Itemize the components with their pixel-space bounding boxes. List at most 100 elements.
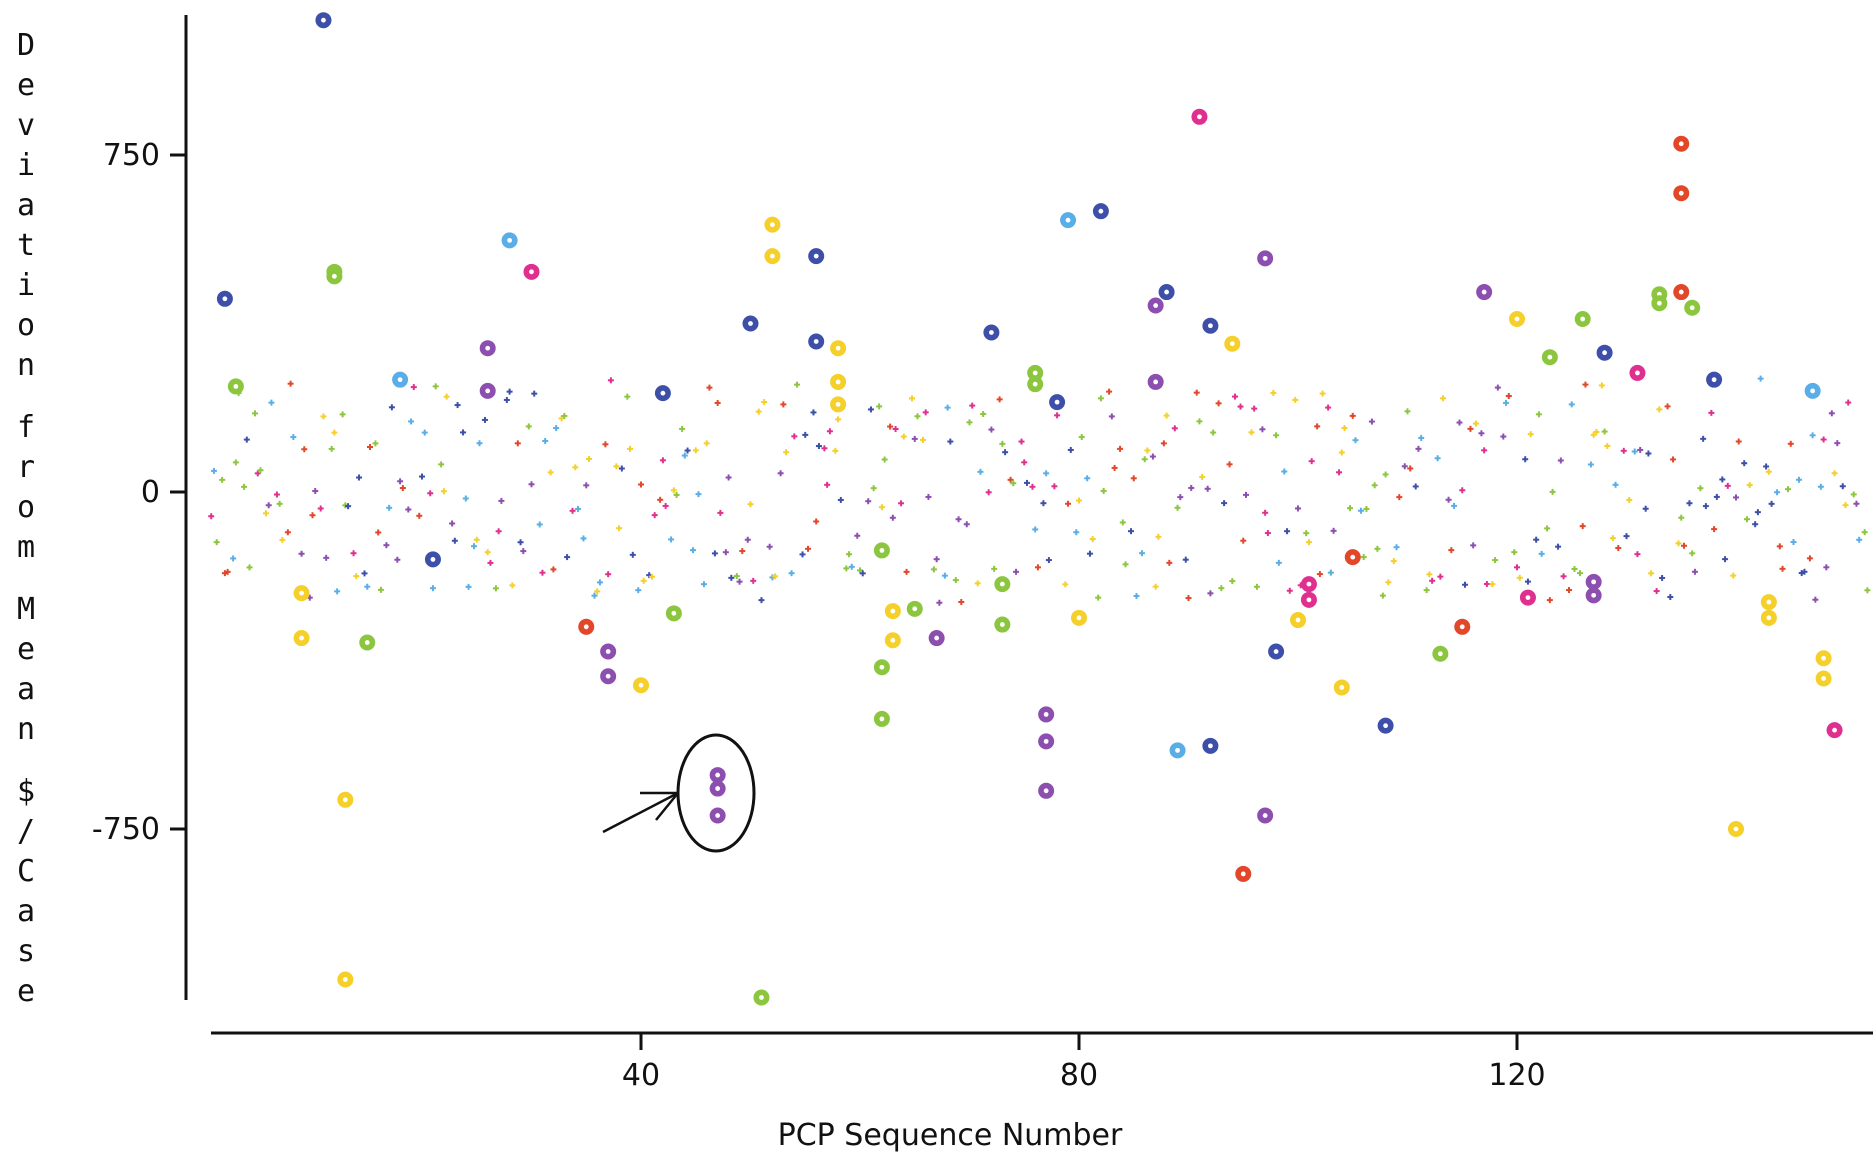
outlier-point-center bbox=[999, 581, 1005, 587]
outlier-point-center bbox=[759, 995, 764, 1000]
y-axis-title-char: t bbox=[17, 228, 35, 263]
outlier-point-center bbox=[934, 635, 940, 641]
y-axis-title-char: v bbox=[17, 108, 35, 143]
outlier-point-center bbox=[485, 345, 491, 351]
outlier-point-center bbox=[233, 384, 239, 389]
outlier-point-center bbox=[583, 624, 589, 630]
y-axis-title-char: f bbox=[17, 410, 35, 445]
outlier-point-center bbox=[660, 390, 666, 396]
outlier-point-center bbox=[715, 786, 721, 791]
outlier-point-center bbox=[1514, 316, 1520, 322]
outlier-point-center bbox=[1678, 289, 1684, 295]
outlier-point-center bbox=[529, 269, 534, 275]
outlier-point-center bbox=[748, 321, 753, 326]
outlier-point-center bbox=[638, 682, 644, 688]
outlier-point-center bbox=[397, 377, 403, 383]
outlier-point-center bbox=[507, 237, 512, 243]
outlier-point-center bbox=[813, 339, 819, 344]
outlier-point-center bbox=[879, 716, 885, 722]
outlier-point-center bbox=[1656, 300, 1662, 306]
y-axis-title-char: i bbox=[17, 268, 35, 303]
outlier-point-center bbox=[770, 222, 775, 228]
outlier-point-center bbox=[299, 635, 304, 641]
outlier-point-center bbox=[342, 977, 348, 982]
outlier-point-center bbox=[1525, 595, 1531, 600]
outlier-point-center bbox=[1043, 738, 1049, 744]
outlier-point-center bbox=[342, 797, 348, 803]
outlier-point-center bbox=[1678, 141, 1684, 147]
outlier-point-center bbox=[1832, 727, 1837, 733]
y-tick-label: 0 bbox=[141, 475, 160, 510]
outlier-point-center bbox=[1766, 615, 1772, 621]
outlier-point-center bbox=[1383, 723, 1388, 729]
y-axis-title-char: o bbox=[17, 308, 35, 343]
outlier-point-center bbox=[813, 253, 819, 259]
outlier-point-center bbox=[430, 557, 436, 562]
outlier-point-center bbox=[1580, 316, 1586, 322]
outlier-point-center bbox=[222, 296, 228, 302]
outlier-point-center bbox=[1810, 388, 1816, 394]
outlier-point-center bbox=[835, 345, 841, 351]
outlier-point-center bbox=[605, 673, 611, 679]
outlier-point-center bbox=[1076, 615, 1082, 621]
y-axis-title-char: D bbox=[17, 28, 35, 63]
outlier-point-center bbox=[1175, 747, 1180, 753]
outlier-point-center bbox=[912, 606, 918, 612]
outlier-point-center bbox=[1054, 399, 1060, 405]
outlier-point-center bbox=[605, 649, 611, 654]
outlier-point-center bbox=[835, 401, 841, 407]
highlight-arrowhead-b bbox=[655, 792, 679, 821]
y-axis-title-char: o bbox=[17, 490, 35, 525]
y-axis-title-char: a bbox=[17, 672, 35, 707]
outlier-point-center bbox=[835, 379, 841, 385]
outlier-point-center bbox=[1043, 712, 1049, 717]
outlier-point-center bbox=[1591, 579, 1597, 585]
outlier-point-center bbox=[321, 17, 326, 23]
outlier-point-center bbox=[1766, 599, 1772, 605]
outlier-point-center bbox=[1678, 190, 1684, 196]
highlight-arrow bbox=[602, 791, 679, 834]
y-axis-title-char: e bbox=[17, 974, 35, 1009]
x-tick-label: 40 bbox=[622, 1058, 660, 1093]
outlier-point-center bbox=[1043, 788, 1049, 794]
small-markers bbox=[208, 375, 1871, 606]
outlier-point-center bbox=[1153, 303, 1159, 308]
y-axis-title-char: a bbox=[17, 894, 35, 929]
outlier-point-center bbox=[715, 813, 721, 818]
outlier-point-center bbox=[1821, 676, 1826, 681]
outlier-point-center bbox=[1273, 649, 1279, 654]
outlier-point-center bbox=[332, 273, 337, 279]
y-axis-title-char: n bbox=[17, 348, 35, 383]
outlier-point-center bbox=[1065, 217, 1071, 223]
outlier-point-center bbox=[1437, 651, 1443, 657]
y-axis-title-char: C bbox=[17, 854, 35, 889]
x-ticks: 40 80 120 bbox=[622, 1033, 1546, 1093]
outlier-point-center bbox=[1164, 289, 1169, 295]
outlier-point-center bbox=[1032, 381, 1038, 387]
y-axis-title-char: e bbox=[17, 632, 35, 667]
outlier-point-center bbox=[1711, 377, 1717, 383]
outlier-point-center bbox=[1591, 592, 1597, 598]
outlier-point-center bbox=[299, 590, 304, 596]
outlier-point-center bbox=[485, 388, 491, 394]
outlier-point-center bbox=[364, 640, 370, 645]
outlier-point-center bbox=[1240, 871, 1246, 877]
outlier-point-center bbox=[1459, 624, 1465, 630]
y-axis-title-char: m bbox=[17, 530, 35, 565]
outlier-point-center bbox=[890, 608, 896, 614]
outlier-point-center bbox=[999, 622, 1005, 627]
y-axis-title-char: r bbox=[17, 450, 35, 485]
outlier-point-center bbox=[1208, 743, 1213, 749]
outlier-point-center bbox=[1350, 554, 1356, 560]
x-axis-title: PCP Sequence Number bbox=[778, 1118, 1123, 1153]
y-axis-title-char: e bbox=[17, 68, 35, 103]
outlier-point-center bbox=[1481, 289, 1487, 295]
outlier-point-center bbox=[1602, 350, 1607, 356]
outlier-point-center bbox=[1547, 354, 1553, 360]
outlier-point-center bbox=[1306, 597, 1312, 603]
y-axis-title-char: M bbox=[17, 592, 35, 627]
outlier-point-center bbox=[1306, 581, 1312, 587]
outlier-point-center bbox=[1733, 826, 1739, 832]
